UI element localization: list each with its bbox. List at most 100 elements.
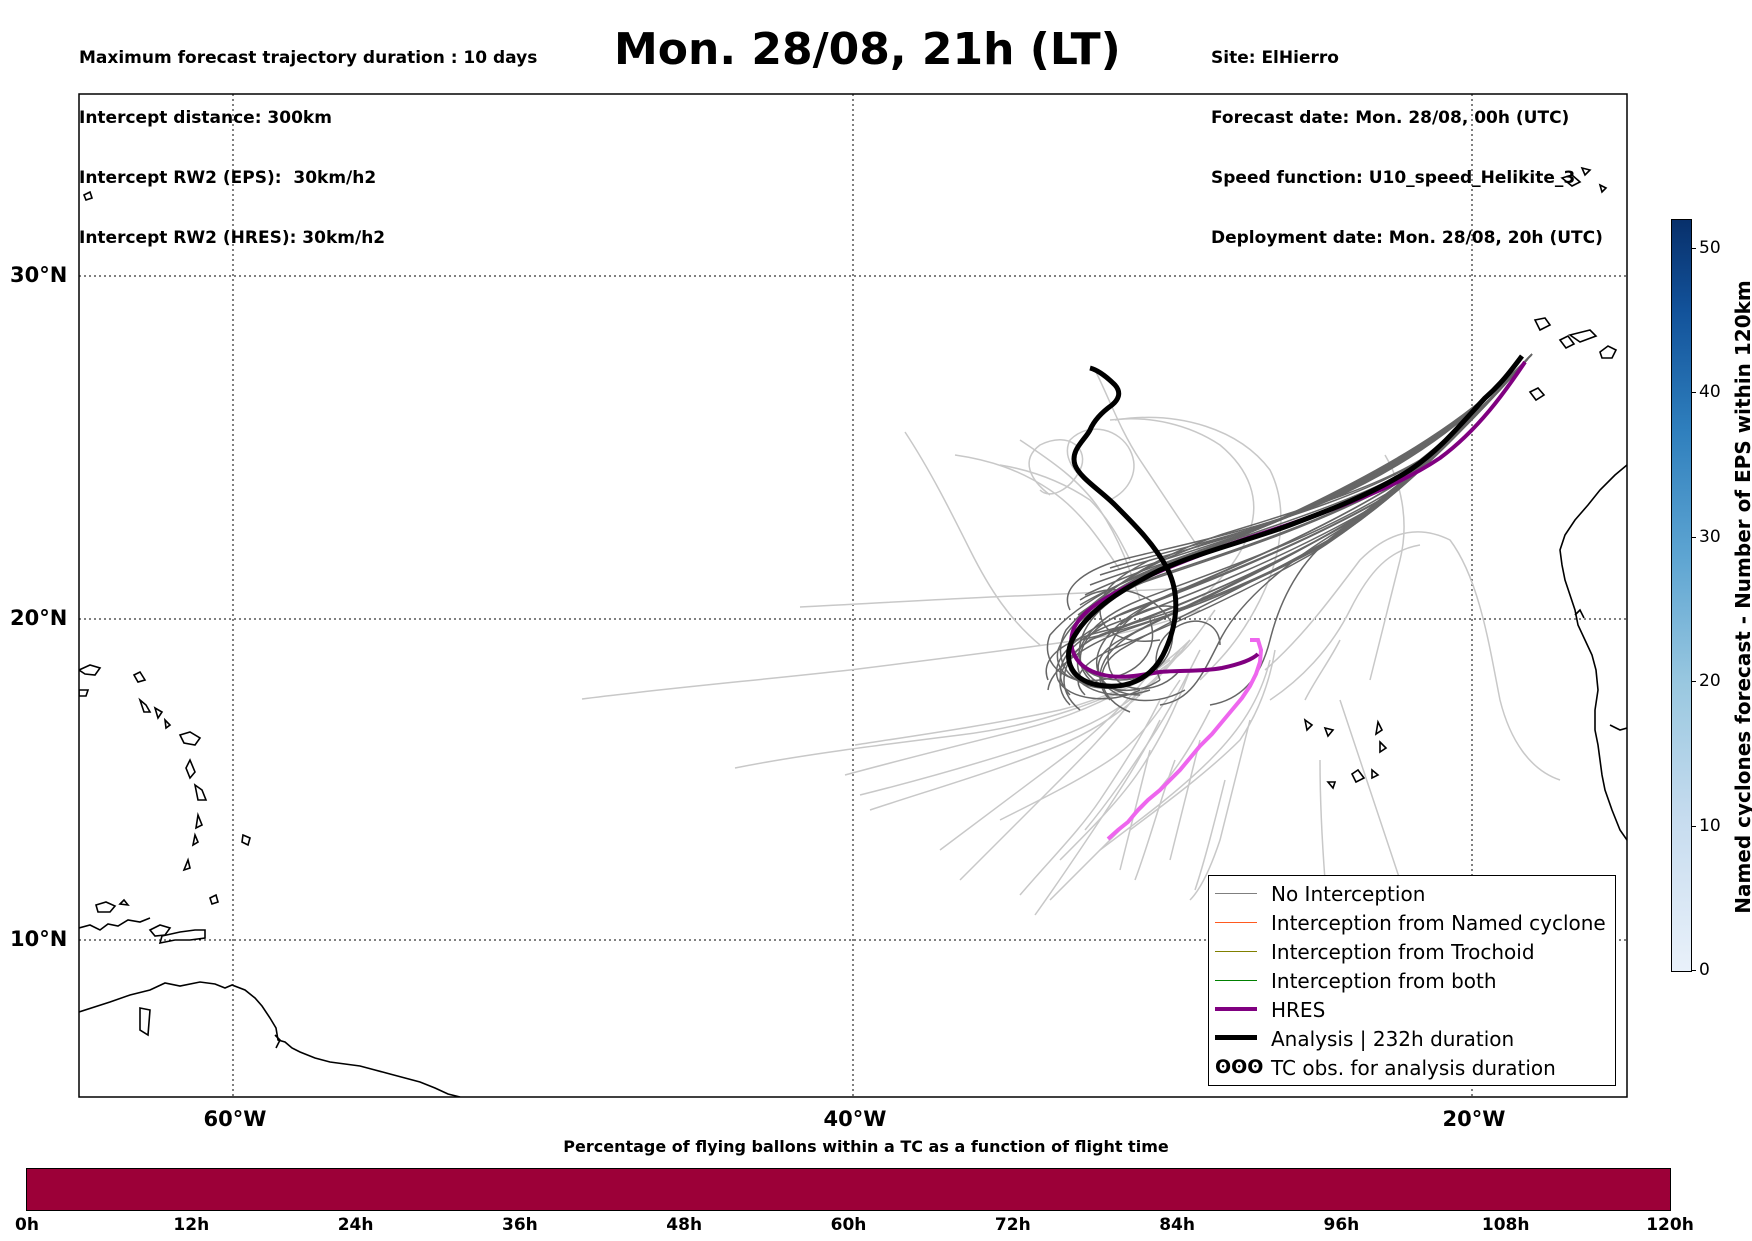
coast-canary-d [1599, 345, 1618, 359]
legend-interception-trochoid: Interception from Trochoid [1209, 937, 1615, 966]
eps-count-colorbar [1671, 219, 1692, 972]
coast-mauritania-inlet [1574, 608, 1585, 619]
coast-st-vincent [191, 832, 200, 847]
hres-forecast-track [1106, 638, 1264, 841]
coast-martinique [193, 783, 208, 801]
legend-swatch [1215, 893, 1257, 894]
coastlines [79, 166, 1627, 1097]
legend-label: Interception from Named cyclone [1271, 911, 1606, 935]
coast-canary-c [1568, 329, 1598, 343]
coast-nevis [163, 717, 172, 730]
coast-island-b [118, 898, 130, 907]
legend-interception-named-cyclone: Interception from Named cyclone [1209, 908, 1615, 937]
coast-lake [139, 1007, 151, 1037]
lon-label-20w: 20°W [1442, 1107, 1506, 1131]
coast-canary-b [1558, 334, 1576, 350]
coast-trinidad [158, 929, 206, 945]
deployment-date: Deployment date: Mon. 28/08, 20h (UTC) [1211, 228, 1603, 248]
param-intercept-hres: Intercept RW2 (HRES): 30km/h2 [79, 228, 386, 248]
coast-antigua [138, 697, 152, 713]
pct-tick-label: 0h [15, 1215, 39, 1235]
colorbar-tick-label: 40 [1699, 382, 1721, 403]
coast-madeira [1533, 317, 1552, 332]
coast-senegal [1609, 724, 1627, 731]
legend-label: TC obs. for analysis duration [1271, 1056, 1556, 1080]
legend-label: Interception from Trochoid [1271, 940, 1535, 964]
legend-hres: HRES [1209, 995, 1615, 1024]
lat-label-10n: 10°N [10, 927, 68, 951]
legend-label: Interception from both [1271, 969, 1497, 993]
coast-grenada [182, 857, 191, 872]
colorbar-tick-label: 10 [1699, 815, 1721, 836]
colorbar-tick-label: 50 [1699, 237, 1721, 258]
param-intercept-distance: Intercept distance: 300km [79, 108, 332, 128]
coast-bermuda [82, 190, 94, 201]
forecast-date: Forecast date: Mon. 28/08, 00h (UTC) [1211, 108, 1570, 128]
coast-anguilla [132, 670, 147, 683]
legend-swatch [1215, 1007, 1257, 1011]
colorbar-tick-label: 30 [1699, 526, 1721, 547]
coast-dominica [185, 758, 196, 780]
colorbar-tick-mark [1691, 247, 1696, 249]
colorbar-tick-mark [1691, 392, 1696, 394]
pct-tick-label: 84h [1159, 1215, 1195, 1235]
pct-tick-label: 12h [173, 1215, 210, 1235]
legend-label: No Interception [1271, 882, 1426, 906]
coast-small-island [241, 833, 251, 847]
coast-island-a [95, 901, 117, 913]
eps-trajectories-dark [1045, 353, 1533, 713]
coast-azores-b [1580, 166, 1592, 177]
coast-cape-verde-d [1379, 740, 1388, 754]
run-parameters-block: Maximum forecast trajectory duration : 1… [79, 8, 537, 268]
legend-interception-both: Interception from both [1209, 966, 1615, 995]
colorbar-tick-mark [1691, 825, 1696, 827]
coast-cape-verde-e [1350, 768, 1366, 784]
param-intercept-eps: Intercept RW2 (EPS): 30km/h2 [79, 168, 377, 188]
coast-azores-c [1598, 183, 1608, 194]
legend-label: Analysis | 232h duration [1271, 1027, 1515, 1051]
lat-label-20n: 20°N [10, 606, 68, 630]
legend-swatch [1215, 980, 1257, 981]
analysis-track [1066, 354, 1524, 689]
hres-track [1069, 360, 1527, 679]
pct-tick-label: 72h [994, 1215, 1031, 1235]
legend-swatch [1215, 1035, 1257, 1040]
pct-tick-label: 24h [337, 1215, 374, 1235]
coast-delta [274, 1034, 281, 1049]
pct-tick-label: 120h [1646, 1215, 1694, 1235]
site-info-block: Site: ElHierro Forecast date: Mon. 28/08… [1211, 8, 1603, 268]
legend-analysis: Analysis | 232h duration [1209, 1024, 1615, 1053]
map-frame [78, 93, 1628, 1098]
coast-canary-a [1528, 387, 1546, 402]
coast-tobago [148, 924, 172, 937]
param-max-duration: Maximum forecast trajectory duration : 1… [79, 48, 538, 68]
coast-south-america [79, 981, 461, 1097]
coast-cape-verde-b [1323, 726, 1335, 738]
coast-cape-verde-a [1303, 718, 1314, 732]
coast-cape-verde-f [1371, 768, 1380, 780]
pct-tick-label: 48h [666, 1215, 703, 1235]
coast-guadeloupe [178, 731, 202, 746]
coast-cape-verde-g [1326, 781, 1337, 790]
legend-tc-obs: ʘʘʘ TC obs. for analysis duration [1209, 1053, 1615, 1082]
coast-virgin-islands [79, 664, 102, 676]
coast-azores-a [1560, 174, 1582, 187]
colorbar-tick-mark [1691, 536, 1696, 538]
colorbar-tick-label: 0 [1699, 960, 1710, 980]
map-title: Mon. 28/08, 21h (LT) [614, 24, 1121, 75]
site-name: Site: ElHierro [1211, 48, 1339, 68]
pct-tick-label: 60h [830, 1215, 867, 1235]
legend-label: HRES [1271, 998, 1326, 1022]
coast-west-africa [1559, 464, 1627, 841]
colorbar-tick-mark [1691, 970, 1696, 971]
colorbar-tick-label: 20 [1699, 671, 1721, 692]
coast-cape-verde-c [1374, 719, 1384, 736]
coast-st-croix [79, 689, 90, 697]
legend-swatch [1215, 922, 1257, 923]
pct-flight-time-bar [26, 1168, 1671, 1211]
colorbar-tick-mark [1691, 681, 1696, 683]
lat-label-30n: 30°N [10, 263, 68, 287]
colorbar-label: Named cyclones forecast - Number of EPS … [1731, 280, 1752, 914]
tc-obs-icon: ʘʘʘ [1215, 1056, 1264, 1078]
